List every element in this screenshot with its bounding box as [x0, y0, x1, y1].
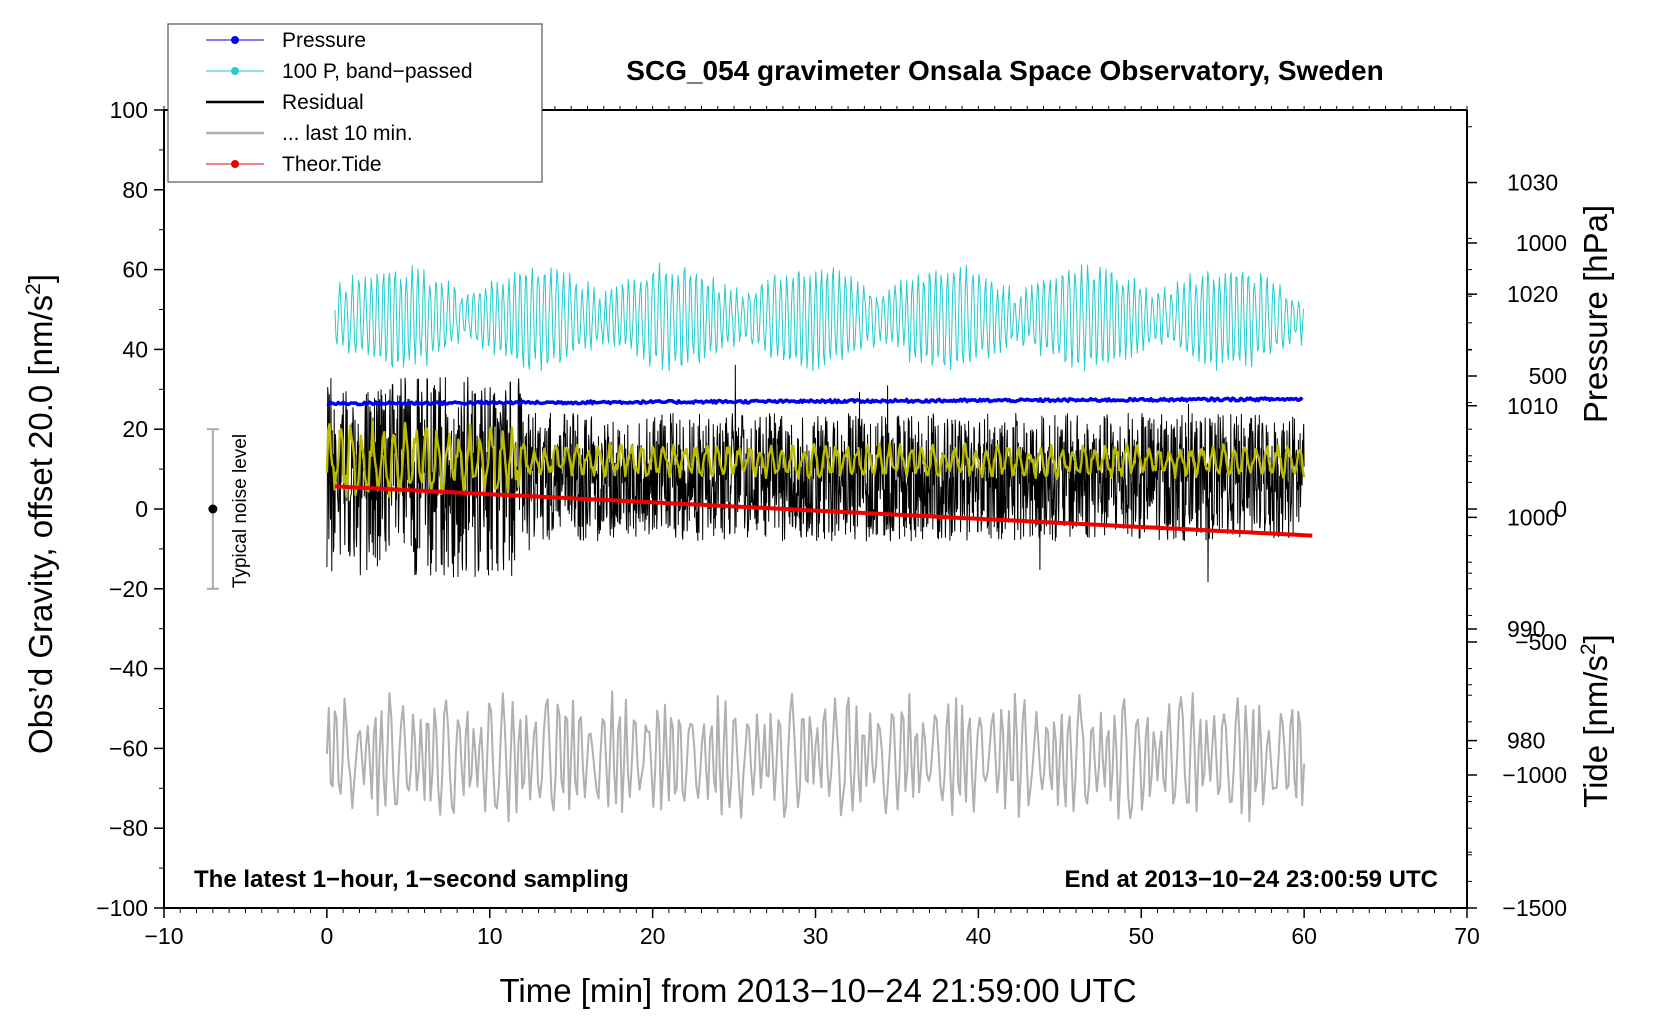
y-tick-label: −40 [109, 656, 148, 682]
y-tick-label: 20 [122, 416, 148, 442]
y-tick-label: −100 [96, 895, 148, 921]
legend-swatch-marker [231, 36, 239, 44]
x-tick-label: 60 [1291, 923, 1317, 949]
noise-label: Typical noise level [230, 434, 251, 588]
y-tick-label: 0 [135, 496, 148, 522]
y-tick-label: 100 [110, 97, 148, 123]
y-tick-label: −20 [109, 576, 148, 602]
series-residual-line [326, 364, 1305, 583]
tide-tick-label: 1000 [1516, 230, 1567, 256]
pressure-tick-label: 1030 [1507, 170, 1558, 196]
series-layer [325, 262, 1313, 823]
pressure-tick-label: 1020 [1507, 281, 1558, 307]
series-band-passed-line [334, 262, 1304, 372]
tide-axis-label-text: Tide [nm/s [1577, 655, 1614, 808]
pressure-tick-label: 1000 [1507, 504, 1558, 530]
tide-axis-label-sup: 2 [1577, 643, 1600, 655]
y-axis-label-end: ] [22, 274, 59, 283]
noise-center-dot [208, 504, 218, 514]
legend-label: ... last 10 min. [282, 122, 413, 145]
legend-swatch-marker [231, 160, 239, 168]
y-axis-label: Obs’d Gravity, offset 20.0 [nm/s2] [22, 274, 59, 754]
y-axis-label-text: Obs’d Gravity, offset 20.0 [nm/s [22, 295, 59, 754]
y-tick-label: −60 [109, 735, 148, 761]
legend-swatch-marker [231, 67, 239, 75]
tide-tick-label: −1500 [1502, 895, 1567, 921]
pressure-tick-label: 980 [1507, 728, 1545, 754]
x-tick-label: 20 [640, 923, 666, 949]
legend-label: Theor.Tide [282, 153, 382, 176]
y-tick-label: 40 [122, 336, 148, 362]
tide-axis-label: Tide [nm/s2] [1577, 634, 1614, 808]
x-axis-label: Time [min] from 2013−10−24 21:59:00 UTC [499, 972, 1136, 1009]
x-tick-label: 50 [1128, 923, 1154, 949]
x-tick-label: 30 [803, 923, 829, 949]
noise-indicator [206, 428, 219, 590]
legend-label: Pressure [282, 29, 366, 52]
x-tick-label: 40 [966, 923, 992, 949]
x-tick-label: 10 [477, 923, 503, 949]
legend: Pressure 100 P, band−passed Residual ... la… [167, 23, 543, 183]
pressure-tick-label: 1010 [1507, 393, 1558, 419]
y-axis-label-sup: 2 [22, 283, 45, 295]
series-pressure-line [326, 396, 1304, 407]
pressure-tick-label: 990 [1507, 616, 1545, 642]
series-tide-line [334, 484, 1313, 538]
annotation-left: The latest 1−hour, 1−second sampling [194, 866, 629, 893]
x-tick-label: 70 [1454, 923, 1480, 949]
axes: −10 0 10 20 30 40 50 60 70100806040200−20−40−60−… [96, 97, 1567, 949]
pressure-axis-label: Pressure [hPa] [1577, 205, 1614, 423]
tide-tick-label: −1000 [1502, 762, 1567, 788]
series-residual-smoothed-line [325, 420, 1306, 498]
y-tick-label: −80 [109, 815, 148, 841]
chart-title: SCG_054 gravimeter Onsala Space Observat… [626, 55, 1383, 86]
annotation-right: End at 2013−10−24 23:00:59 UTC [1064, 866, 1438, 893]
x-tick-label: 0 [320, 923, 333, 949]
legend-label: 100 P, band−passed [282, 60, 473, 83]
tide-tick-label: 500 [1529, 363, 1567, 389]
tide-axis-label-end: ] [1577, 634, 1614, 643]
legend-label: Residual [282, 91, 364, 114]
x-tick-label: −10 [144, 923, 183, 949]
y-tick-label: 80 [122, 177, 148, 203]
tide-tick-label: −500 [1515, 629, 1567, 655]
series-last-10-min-line [325, 690, 1306, 823]
y-tick-label: 60 [122, 257, 148, 283]
tide-tick-label: 0 [1554, 496, 1567, 522]
